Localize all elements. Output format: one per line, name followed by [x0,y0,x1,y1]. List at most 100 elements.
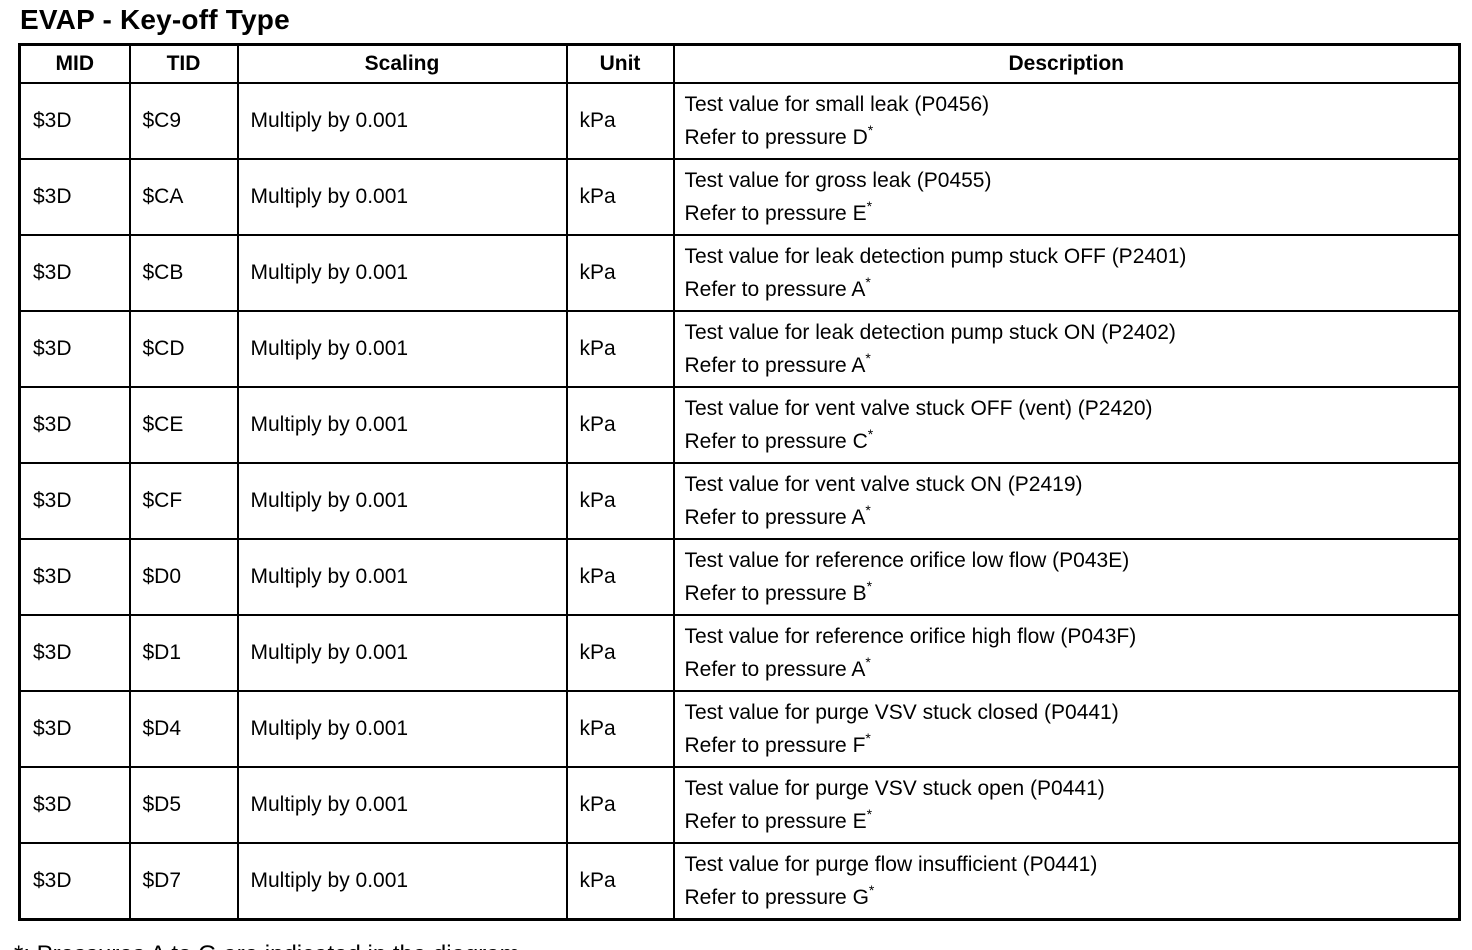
mid-cell: $3D [18,689,131,768]
footnote: *: Pressures A to G are indicated in the… [14,941,1458,950]
mid-cell: $3D [18,537,131,616]
footnote-marker: * [866,577,873,594]
description-test-line: Test value for vent valve stuck ON (P241… [684,472,1083,496]
evap-keyoff-table: MID TID Scaling Unit Description $3D $C9… [18,43,1461,921]
tid-cell: $C9 [128,81,239,160]
footnote-marker: * [867,121,874,138]
column-header-scaling: Scaling [236,43,568,84]
table-row: $3D $D4 Multiply by 0.001 kPa Test value… [18,689,1461,768]
table-row: $3D $D1 Multiply by 0.001 kPa Test value… [18,613,1461,692]
unit-cell: kPa [565,157,675,236]
unit-cell: kPa [565,233,675,312]
refer-text: Refer to pressure A [684,657,866,681]
tid-cell: $CF [128,461,239,540]
description-test-line: Test value for purge VSV stuck closed (P… [684,700,1119,724]
description-cell: Test value for purge flow insufficient (… [672,841,1461,920]
tid-cell: $CD [128,309,239,388]
description-cell: Test value for vent valve stuck ON (P241… [672,461,1461,540]
description-refer-line: Refer to pressure A* [685,273,1453,306]
mid-cell: $3D [18,841,131,920]
tid-cell: $D4 [128,689,239,768]
scaling-cell: Multiply by 0.001 [236,385,568,464]
scaling-cell: Multiply by 0.001 [236,613,568,692]
column-header-mid: MID [18,43,131,84]
footnote-marker: * [867,425,874,442]
unit-cell: kPa [565,309,675,388]
footnote-marker: * [865,653,871,670]
table-row: $3D $CD Multiply by 0.001 kPa Test value… [18,309,1461,388]
table-row: $3D $D0 Multiply by 0.001 kPa Test value… [18,537,1461,616]
scaling-cell: Multiply by 0.001 [236,461,568,540]
description-cell: Test value for gross leak (P0455) Refer … [672,157,1461,236]
unit-cell: kPa [565,385,675,464]
description-refer-line: Refer to pressure C* [685,425,1453,458]
page-title: EVAP - Key-off Type [20,4,290,35]
description-cell: Test value for leak detection pump stuck… [672,309,1461,388]
refer-text: Refer to pressure B [684,581,867,605]
footnote-marker: * [865,273,871,290]
unit-cell: kPa [565,613,675,692]
description-refer-line: Refer to pressure A* [685,653,1453,686]
mid-cell: $3D [18,461,131,540]
refer-text: Refer to pressure A [684,277,866,301]
scaling-cell: Multiply by 0.001 [236,157,568,236]
description-cell: Test value for purge VSV stuck open (P04… [672,765,1461,844]
tid-cell: $D1 [128,613,239,692]
description-cell: Test value for vent valve stuck OFF (ven… [672,385,1461,464]
description-refer-line: Refer to pressure E* [685,197,1453,230]
refer-text: Refer to pressure A [684,353,866,377]
description-cell: Test value for leak detection pump stuck… [672,233,1461,312]
footnote-marker: * [865,349,871,366]
description-test-line: Test value for leak detection pump stuck… [684,244,1187,268]
refer-text: Refer to pressure E [684,809,867,833]
table-row: $3D $C9 Multiply by 0.001 kPa Test value… [18,81,1461,160]
description-test-line: Test value for purge VSV stuck open (P04… [684,776,1105,800]
table-row: $3D $CB Multiply by 0.001 kPa Test value… [18,233,1461,312]
scaling-cell: Multiply by 0.001 [236,537,568,616]
refer-text: Refer to pressure C [684,429,868,453]
table-row: $3D $CF Multiply by 0.001 kPa Test value… [18,461,1461,540]
table-header-row: MID TID Scaling Unit Description [18,43,1461,84]
tid-cell: $CA [128,157,239,236]
refer-text: Refer to pressure E [684,201,867,225]
mid-cell: $3D [18,233,131,312]
column-header-unit: Unit [565,43,675,84]
scaling-cell: Multiply by 0.001 [236,689,568,768]
mid-cell: $3D [18,157,131,236]
unit-cell: kPa [565,537,675,616]
refer-text: Refer to pressure G [684,885,869,909]
scaling-cell: Multiply by 0.001 [236,765,568,844]
tid-cell: $D7 [128,841,239,920]
table-row: $3D $CE Multiply by 0.001 kPa Test value… [18,385,1461,464]
refer-text: Refer to pressure D [684,125,868,149]
description-test-line: Test value for reference orifice high fl… [684,624,1137,648]
unit-cell: kPa [565,461,675,540]
table-row: $3D $CA Multiply by 0.001 kPa Test value… [18,157,1461,236]
description-cell: Test value for reference orifice low flo… [672,537,1461,616]
description-refer-line: Refer to pressure D* [685,121,1453,154]
table-row: $3D $D7 Multiply by 0.001 kPa Test value… [18,841,1461,920]
description-refer-line: Refer to pressure E* [685,805,1453,838]
scaling-cell: Multiply by 0.001 [236,309,568,388]
description-refer-line: Refer to pressure G* [685,881,1453,914]
scaling-cell: Multiply by 0.001 [236,81,568,160]
tid-cell: $D5 [128,765,239,844]
description-test-line: Test value for leak detection pump stuck… [684,320,1176,344]
tid-cell: $CE [128,385,239,464]
footnote-marker: * [866,805,873,822]
description-cell: Test value for purge VSV stuck closed (P… [672,689,1461,768]
description-test-line: Test value for vent valve stuck OFF (ven… [684,396,1153,420]
description-cell: Test value for small leak (P0456) Refer … [672,81,1461,160]
mid-cell: $3D [18,385,131,464]
scaling-cell: Multiply by 0.001 [236,233,568,312]
unit-cell: kPa [565,81,675,160]
tid-cell: $CB [128,233,239,312]
description-refer-line: Refer to pressure B* [685,577,1453,610]
mid-cell: $3D [18,613,131,692]
mid-cell: $3D [18,765,131,844]
description-test-line: Test value for reference orifice low flo… [684,548,1130,572]
footnote-marker: * [868,881,875,898]
description-test-line: Test value for gross leak (P0455) [684,168,992,192]
unit-cell: kPa [565,689,675,768]
